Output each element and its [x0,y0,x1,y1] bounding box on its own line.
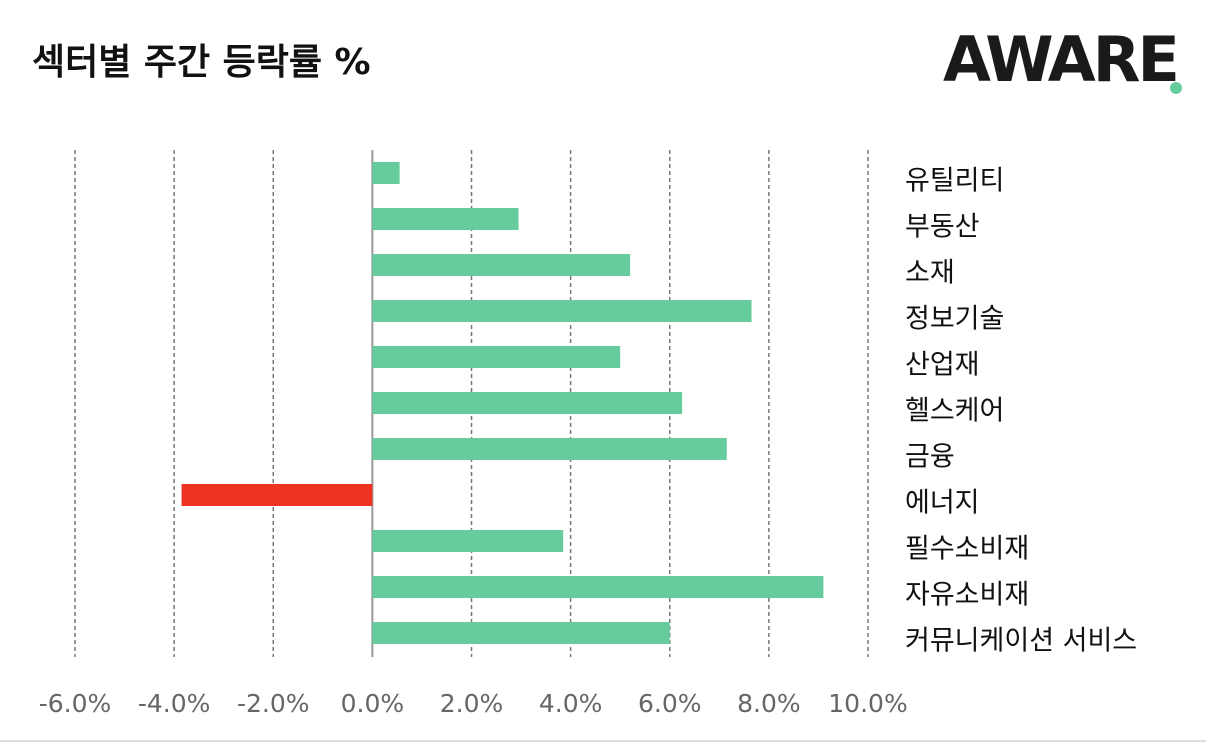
x-tick-label: -6.0% [39,689,112,718]
bar [372,162,400,184]
x-tick-label: -4.0% [138,689,211,718]
category-label: 커뮤니케이션 서비스 [905,626,1137,657]
category-label: 자유소비재 [905,580,1029,611]
x-tick-label: 6.0% [638,689,702,718]
bar [372,300,752,322]
bar [372,346,621,368]
category-label: 소재 [905,258,955,289]
bar [372,254,631,276]
logo-dot [1170,82,1182,94]
bar [372,208,519,230]
bar [181,484,373,506]
category-label: 정보기술 [905,304,1004,335]
category-label: 유틸리티 [905,166,1004,197]
x-tick-label: 4.0% [539,689,603,718]
category-label: 필수소비재 [905,534,1029,565]
x-tick-label: 2.0% [440,689,504,718]
x-tick-label: 8.0% [737,689,801,718]
category-label: 헬스케어 [905,396,1004,427]
x-tick-label: -2.0% [237,689,310,718]
bar [372,530,564,552]
bar [372,576,824,598]
x-tick-label: 10.0% [828,689,907,718]
bar [372,622,670,644]
x-tick-label: 0.0% [341,689,405,718]
bar [372,392,683,414]
category-label: 에너지 [905,488,980,519]
category-label: 금융 [905,442,955,473]
chart-title: 섹터별 주간 등락률 % [32,42,371,83]
bar [372,438,727,460]
category-label: 산업재 [905,350,980,381]
category-label: 부동산 [905,212,980,243]
logo: AWARE [943,23,1177,96]
